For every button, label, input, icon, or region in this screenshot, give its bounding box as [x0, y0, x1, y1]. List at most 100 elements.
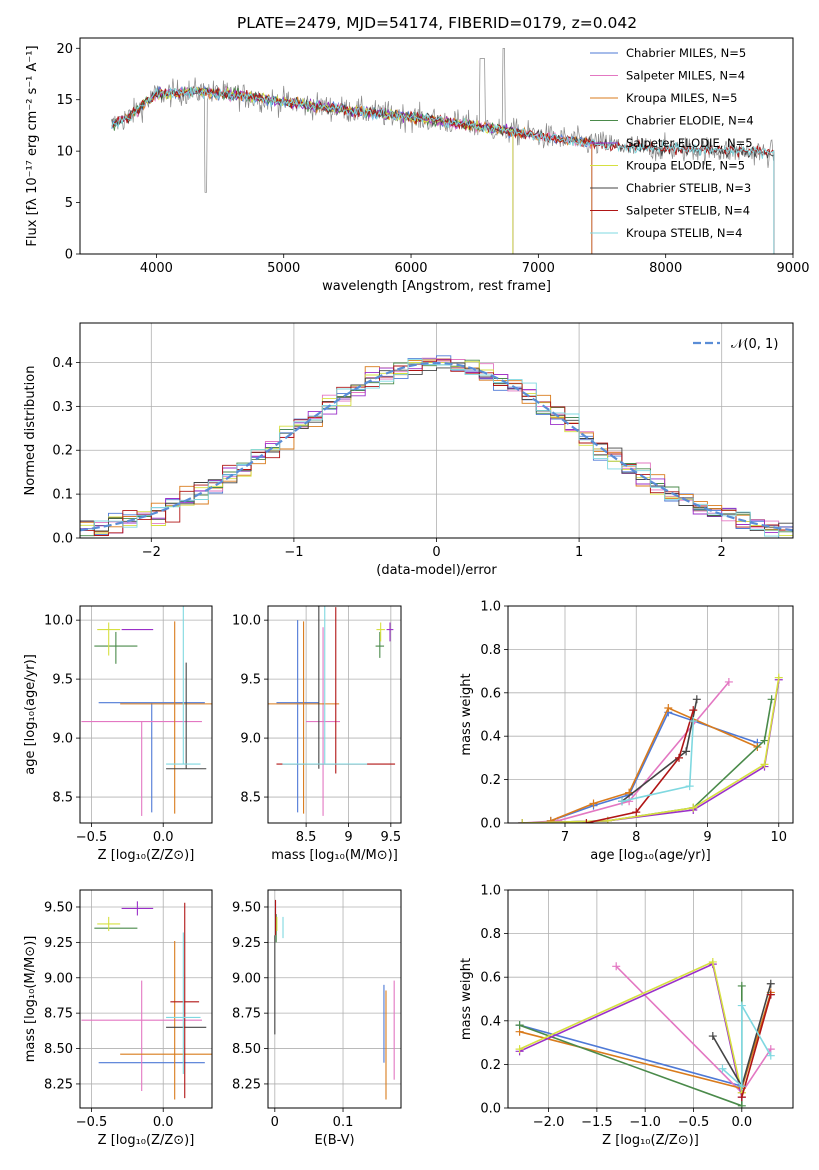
axes-frame: [79, 605, 213, 824]
x-tick-label: 0.0: [153, 1115, 174, 1130]
mass-weight-marker: [632, 808, 641, 817]
errorbar-point: [81, 721, 202, 816]
y-tick-label: 0.1: [52, 488, 73, 503]
x-axis-label: mass [log₁₀(M/M⊙)]: [271, 848, 398, 863]
x-tick-label: 0.0: [731, 1115, 752, 1130]
legend-entry: Kroupa ELODIE, N=5: [626, 159, 745, 173]
mass-weight-marker: [718, 1064, 727, 1073]
errorbar-point: [386, 622, 394, 642]
errorbar-point: [306, 627, 341, 816]
y-axis-label: mass [log₁₀(M/M⊙)]: [23, 936, 38, 1063]
x-axis-label: Z [log₁₀(Z/Z⊙)]: [98, 848, 195, 863]
mass-vs-Z-panel: −0.5 0.0 8.25 8.50 8.75 9.00 9.25 9.50 Z [log₁₀(…: [23, 889, 213, 1148]
mass-weight-marker: [737, 1001, 746, 1010]
y-tick-label: 9.5: [240, 673, 261, 688]
x-tick-label: 5000: [267, 261, 300, 276]
mass-weight-marker: [689, 717, 698, 726]
y-tick-label: 9.0: [52, 732, 73, 747]
y-tick-label: 8.75: [44, 1007, 73, 1022]
mass-weight-marker: [708, 957, 717, 966]
legend-entry: Kroupa MILES, N=5: [626, 91, 738, 105]
y-tick-label: 10.0: [232, 614, 261, 629]
y-tick-label: 8.50: [232, 1042, 261, 1057]
mass-weight-marker: [682, 747, 691, 756]
mass-weight-marker: [724, 677, 733, 686]
axes-frame: [507, 605, 794, 824]
y-tick-label: 9.25: [44, 936, 73, 951]
x-tick-label: 8.5: [296, 830, 317, 845]
plot-area: [80, 355, 793, 538]
y-tick-label: 8.5: [240, 791, 261, 806]
y-tick-label: 9.50: [232, 900, 261, 915]
x-tick-label: 0.0: [153, 830, 174, 845]
x-tick-label: 2: [718, 545, 726, 560]
y-axis-label: Flux [fλ 10⁻¹⁷ erg cm⁻² s⁻¹ A⁻¹]: [25, 45, 40, 246]
axes-frame: [79, 37, 794, 255]
plot-area: [268, 606, 396, 816]
mass-weight-marker: [664, 703, 673, 712]
mass-weight-marker: [589, 799, 598, 808]
y-tick-label: 9.25: [232, 936, 261, 951]
x-tick-label: 1: [575, 545, 583, 560]
errorbar-point: [268, 621, 340, 814]
mass-weight-marker: [689, 803, 698, 812]
x-tick-label: 0: [432, 545, 440, 560]
mass-weight-marker: [774, 673, 783, 682]
x-axis-label: E(B-V): [314, 1133, 354, 1148]
y-tick-label: 0.6: [480, 686, 501, 701]
x-tick-label: −0.5: [76, 830, 108, 845]
y-tick-label: 9.0: [240, 732, 261, 747]
y-tick-label: 9.00: [44, 971, 73, 986]
legend-entry: Chabrier ELODIE, N=4: [626, 114, 754, 128]
y-tick-label: 0.4: [480, 730, 501, 745]
x-tick-label: 9: [703, 830, 711, 845]
x-tick-label: 10: [770, 830, 787, 845]
age-vs-mass-panel: 8.5 9 9.5 8.5 9.0 9.5 10.0 mass [log₁₀(M/M⊙)]: [232, 605, 402, 863]
y-axis-label: age [log₁₀(age/yr)]: [23, 654, 38, 775]
mass-weight-vs-Z-panel: −2.0 −1.5 −1.0 −0.5 0.0 0.0 0.2 0.4 0.6 0.8 1.0 Z […: [459, 884, 794, 1148]
mass-weight-line: [550, 711, 758, 822]
y-tick-label: 10.0: [44, 614, 73, 629]
y-tick-label: 0.8: [480, 927, 501, 942]
y-tick-label: 9.00: [232, 971, 261, 986]
mass-weight-marker: [685, 782, 694, 791]
mass-weight-marker: [518, 819, 527, 823]
errorbar-point: [375, 631, 385, 658]
y-tick-label: 0: [65, 248, 73, 263]
legend-entry: Salpeter STELIB, N=4: [626, 204, 750, 218]
mass-weight-line: [550, 706, 758, 822]
mass-weight-marker: [737, 1082, 746, 1091]
errorbar-point: [376, 622, 385, 642]
plot-area: [81, 606, 212, 816]
y-tick-label: 0.0: [480, 1102, 501, 1117]
plot-area: [515, 957, 775, 1108]
x-axis-label: Z [log₁₀(Z/Z⊙)]: [602, 1133, 699, 1148]
y-tick-label: 1.0: [480, 600, 501, 615]
y-tick-label: 8.50: [44, 1042, 73, 1057]
x-tick-label: 7000: [522, 261, 555, 276]
normal-curve-line: [80, 361, 793, 532]
legend-entry: Salpeter ELODIE, N=5: [626, 136, 753, 150]
errorbar-point: [276, 607, 396, 774]
legend-entry: Chabrier MILES, N=5: [626, 46, 746, 60]
mass-weight-marker: [737, 981, 746, 990]
legend-entry: 𝒩(0, 1): [731, 337, 778, 352]
mass-weight-marker: [689, 706, 698, 715]
y-tick-label: 20: [56, 42, 73, 57]
residual-histogram-line: [80, 358, 793, 537]
errorbar-point: [166, 932, 201, 1075]
axes-frame: [267, 605, 402, 824]
x-axis-label: age [log₁₀(age/yr)]: [590, 848, 711, 863]
y-tick-label: 8.75: [232, 1007, 261, 1022]
y-tick-label: 0.2: [480, 773, 501, 788]
mass-weight-line: [522, 699, 773, 823]
errorbar-point: [170, 902, 200, 1099]
errorbar-point: [282, 606, 368, 765]
y-tick-label: 9.50: [44, 900, 73, 915]
y-tick-label: 0.4: [480, 1014, 501, 1029]
mass-weight-marker: [612, 962, 621, 971]
x-axis-label: wavelength [Angstrom, rest frame]: [322, 279, 551, 294]
x-tick-label: 8: [632, 830, 640, 845]
x-axis-label: Z [log₁₀(Z/Z⊙)]: [98, 1133, 195, 1148]
mass-weight-line: [586, 709, 695, 823]
